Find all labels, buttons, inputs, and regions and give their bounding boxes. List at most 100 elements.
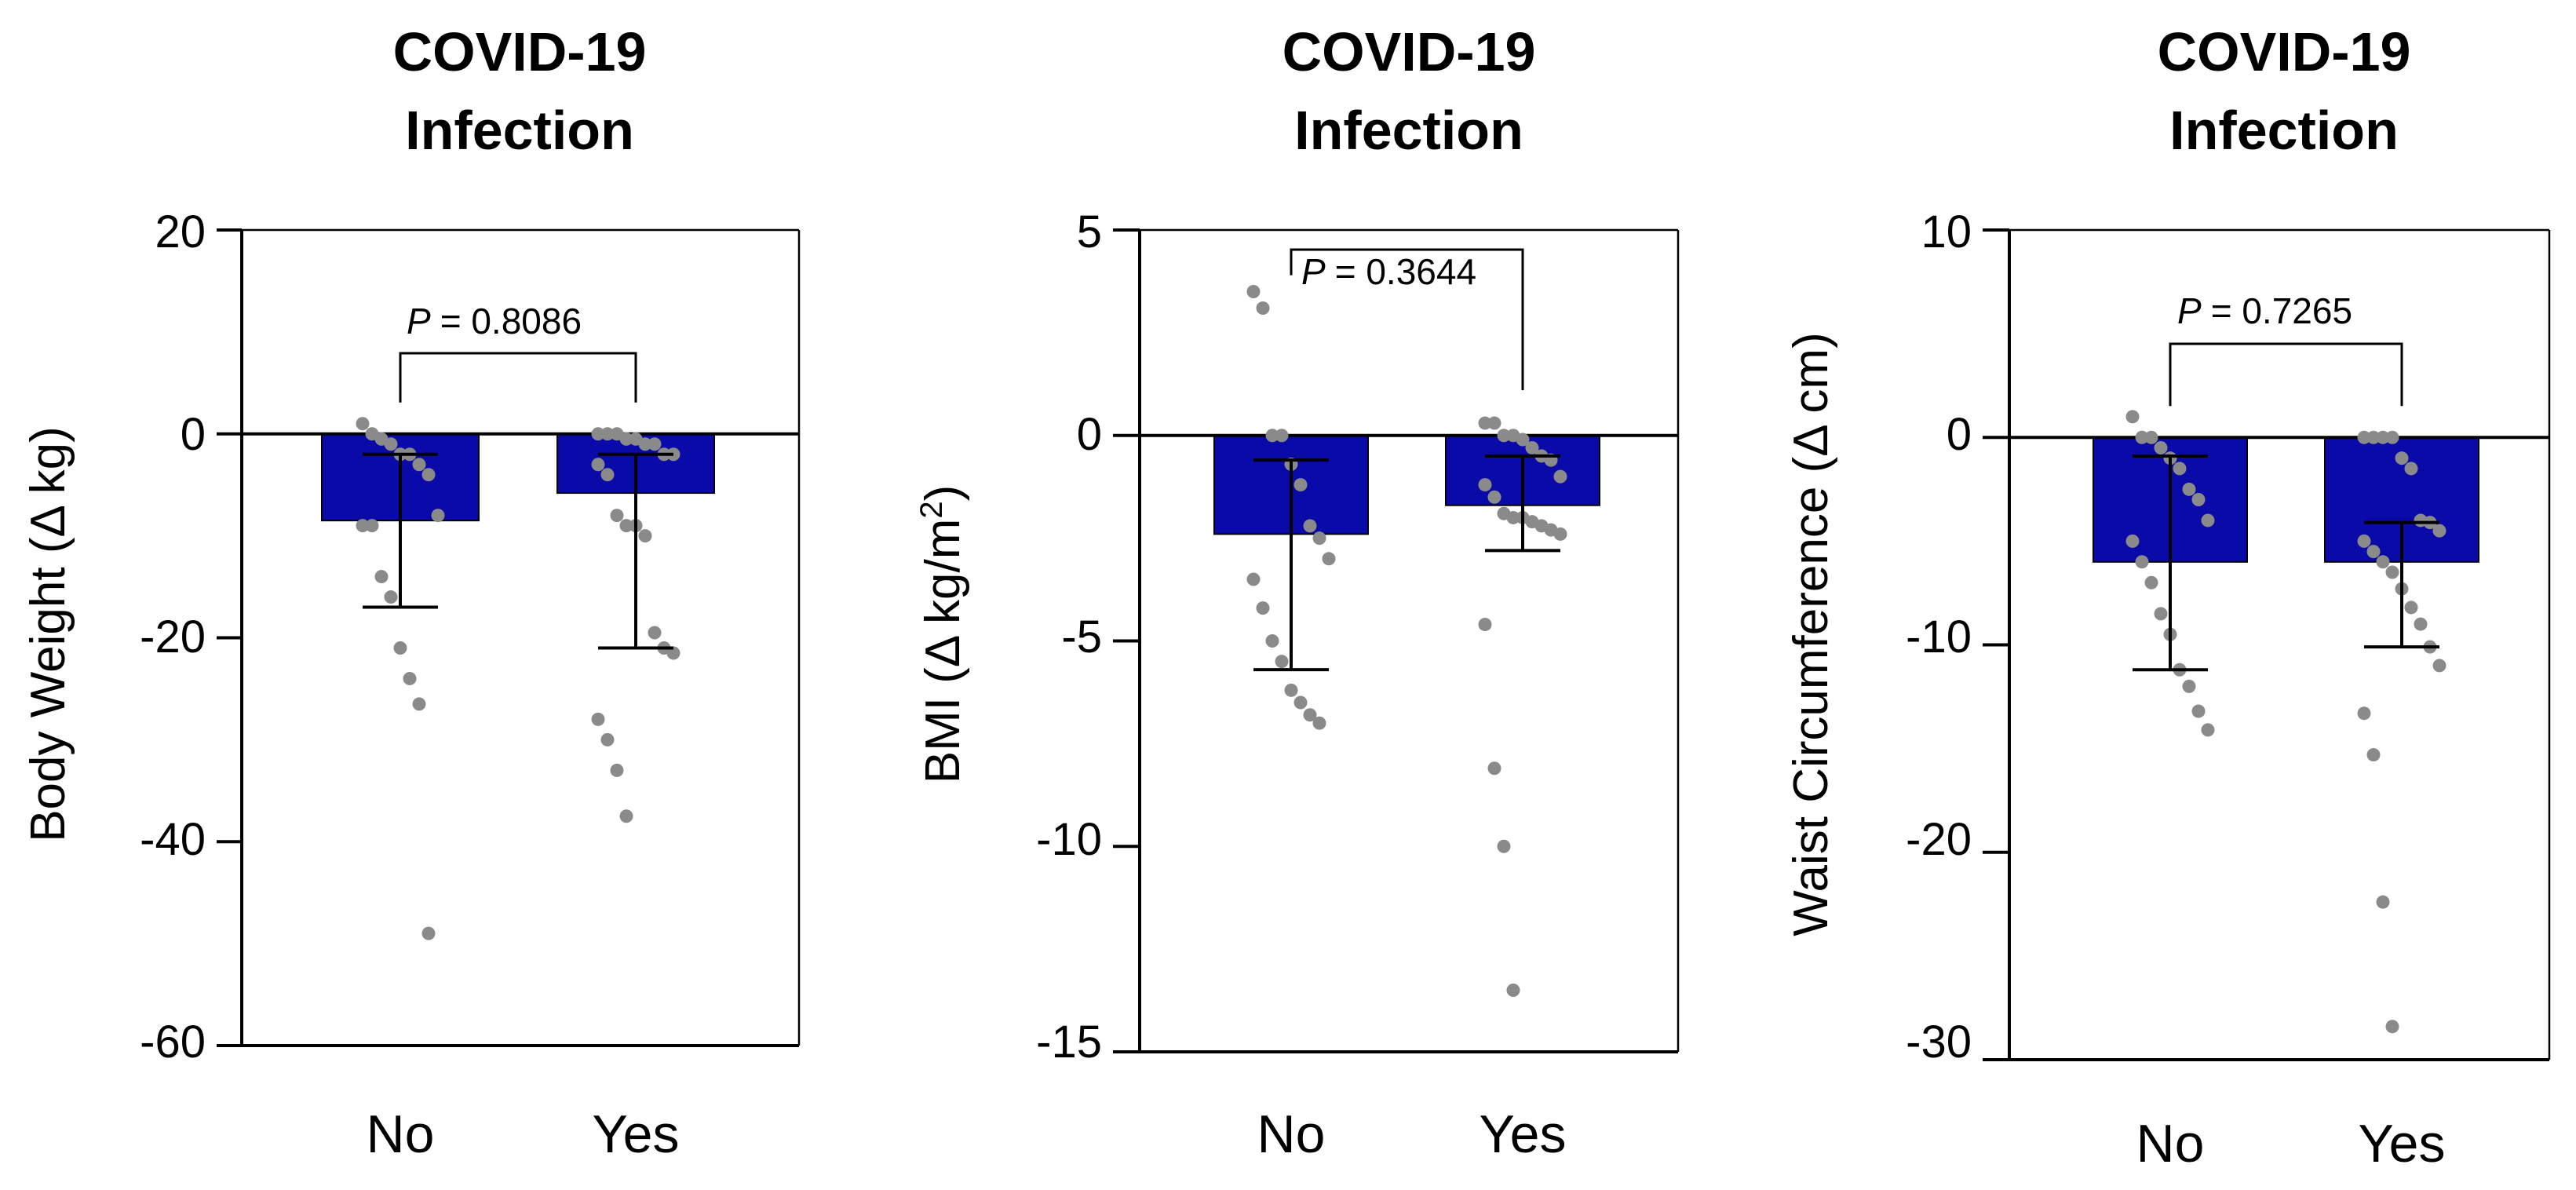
significance-bracket <box>399 352 637 403</box>
data-point <box>1478 416 1492 430</box>
data-point <box>1256 601 1270 615</box>
p-value-label: P = 0.7265 <box>2177 290 2352 331</box>
data-point <box>1487 490 1501 504</box>
y-tick-labels: 10 0 -10 -20 -30 <box>1906 206 1972 1068</box>
x-category-no: No <box>2136 1114 2205 1174</box>
panel-bmi: COVID-19 Infection BMI (Δ kg/m2) 5 0 -5 … <box>914 21 1680 1164</box>
chart-marks <box>1983 228 2551 1061</box>
data-point <box>591 712 605 726</box>
data-point <box>610 763 624 777</box>
data-point <box>638 529 652 543</box>
y-axis-label: BMI (Δ kg/m2) <box>914 485 970 784</box>
data-point <box>2182 679 2196 693</box>
data-point <box>2376 895 2390 909</box>
p-symbol: P <box>1301 251 1326 292</box>
significance-bracket <box>1290 248 1524 391</box>
x-category-yes: Yes <box>593 1104 680 1164</box>
y-tick-label: 10 <box>1921 206 1972 257</box>
data-point <box>2144 430 2158 444</box>
data-point <box>1256 301 1270 315</box>
data-point <box>1487 416 1501 430</box>
p-symbol: P <box>2177 290 2202 331</box>
data-point <box>384 437 398 451</box>
data-point <box>2135 555 2149 569</box>
data-point <box>610 509 624 523</box>
data-point <box>1284 683 1298 697</box>
data-point <box>412 458 426 472</box>
data-point <box>2414 617 2428 631</box>
data-point <box>1265 429 1279 443</box>
y-tick-label: -5 <box>1061 611 1102 663</box>
data-point <box>2432 659 2446 673</box>
data-point <box>591 427 605 441</box>
y-tick-labels: 5 0 -5 -10 -15 <box>1036 206 1102 1068</box>
data-point <box>1497 839 1511 853</box>
data-point <box>1312 531 1326 546</box>
y-tick-label: 0 <box>1077 409 1102 460</box>
y-axis-label: Body Weight (Δ kg) <box>21 426 75 842</box>
p-value: = 0.7265 <box>2211 290 2352 331</box>
data-point <box>384 590 398 604</box>
data-point <box>431 509 445 523</box>
data-point <box>2366 748 2381 762</box>
y-tick-label: 20 <box>155 206 206 257</box>
y-tick-labels: 20 0 -20 -40 -60 <box>140 206 206 1068</box>
y-tick-label: -20 <box>1906 814 1972 865</box>
data-point <box>2201 723 2215 737</box>
data-point <box>1497 429 1511 443</box>
data-point <box>1516 433 1530 447</box>
panel-title-line-2: Infection <box>2169 100 2399 161</box>
x-category-yes: Yes <box>1480 1104 1567 1164</box>
y-tick-label: 0 <box>181 409 206 460</box>
data-point <box>1303 519 1317 533</box>
data-point <box>1553 469 1567 484</box>
p-value: = 0.8086 <box>440 301 582 341</box>
panel-title-line-2: Infection <box>405 100 634 161</box>
data-point <box>648 437 662 451</box>
p-value-label: P = 0.8086 <box>407 301 582 341</box>
data-point <box>2357 706 2371 721</box>
data-point <box>2357 534 2371 548</box>
data-point <box>1322 552 1336 566</box>
panel-body-weight: COVID-19 Infection Body Weight (Δ kg) 20… <box>21 21 801 1164</box>
data-point <box>2395 451 2409 465</box>
data-point <box>619 432 633 446</box>
data-point <box>1478 478 1492 492</box>
data-point <box>2182 482 2196 496</box>
data-point <box>2385 565 2399 579</box>
data-point <box>2125 410 2140 424</box>
data-point <box>1478 618 1492 632</box>
y-tick-label: -40 <box>140 814 206 865</box>
data-point <box>591 458 605 472</box>
data-point <box>600 732 615 746</box>
data-point <box>1275 429 1289 443</box>
data-point <box>2191 704 2206 718</box>
panel-title-line-1: COVID-19 <box>1283 21 1536 82</box>
x-category-no: No <box>367 1104 435 1164</box>
data-point <box>2144 575 2158 590</box>
data-point <box>638 437 652 451</box>
data-point <box>2201 513 2215 527</box>
data-point <box>619 809 633 823</box>
y-axis-label-superscript: 2 <box>914 501 949 518</box>
data-point <box>2366 545 2381 559</box>
data-point <box>1275 655 1289 669</box>
chart-marks <box>217 228 801 1047</box>
data-point <box>2366 430 2381 444</box>
y-tick-label: -20 <box>140 611 206 663</box>
panel-title-line-1: COVID-19 <box>393 21 647 82</box>
panel-title-line-2: Infection <box>1294 100 1523 161</box>
data-point <box>365 519 379 533</box>
data-point <box>1293 695 1308 710</box>
y-tick-label: 0 <box>1947 409 1972 460</box>
data-point <box>1553 527 1567 541</box>
data-point <box>2191 493 2206 507</box>
data-point <box>2385 1020 2399 1034</box>
panel-waist-circumference: COVID-19 Infection Waist Circumference (… <box>1784 21 2551 1174</box>
data-point <box>2376 430 2390 444</box>
p-symbol: P <box>407 301 431 341</box>
data-point <box>421 468 436 482</box>
y-tick-label: -10 <box>1036 814 1102 865</box>
data-point <box>421 926 436 940</box>
